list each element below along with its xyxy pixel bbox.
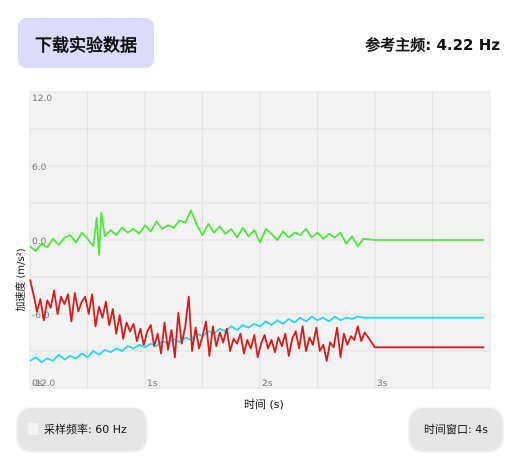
download-data-button[interactable]: 下载实验数据 (18, 18, 154, 68)
reference-frequency: 参考主频: 4.22 Hz (365, 36, 500, 54)
y-tick-label: -12.0 (32, 379, 56, 389)
x-tick-label: 2s (262, 379, 273, 389)
x-tick-label: 0s (32, 379, 43, 389)
y-tick-label: 12.0 (32, 94, 52, 104)
sample-rate-badge: 采样频率: 60 Hz (18, 408, 146, 450)
sample-rate-label: 采样频率: 60 Hz (44, 423, 127, 436)
x-tick-label: 3s (377, 379, 388, 389)
x-tick-label: 1s (147, 379, 158, 389)
sample-rate-icon (28, 423, 38, 435)
y-tick-label: -6.0 (32, 311, 50, 321)
y-axis-label: 加速度 (m/s²) (14, 248, 27, 311)
y-tick-label: 6.0 (32, 163, 47, 173)
y-tick-label: 0.0 (32, 237, 47, 247)
series-line-2 (29, 279, 485, 362)
time-window-label: 时间窗口: 4s (424, 423, 488, 436)
time-window-badge: 时间窗口: 4s (410, 408, 502, 450)
series-line-0 (29, 209, 485, 256)
x-axis-label: 时间 (s) (244, 398, 284, 411)
chart-svg: 12.0 6.0 0.0 -6.0 -12.00s 1s 2s 3s 时间 (s) 加速度 (m/… (14, 91, 491, 411)
acceleration-chart: 12.0 6.0 0.0 -6.0 -12.0 0s 1s 2s 3s 时间 (s) 加速度 (m/… (0, 84, 520, 414)
